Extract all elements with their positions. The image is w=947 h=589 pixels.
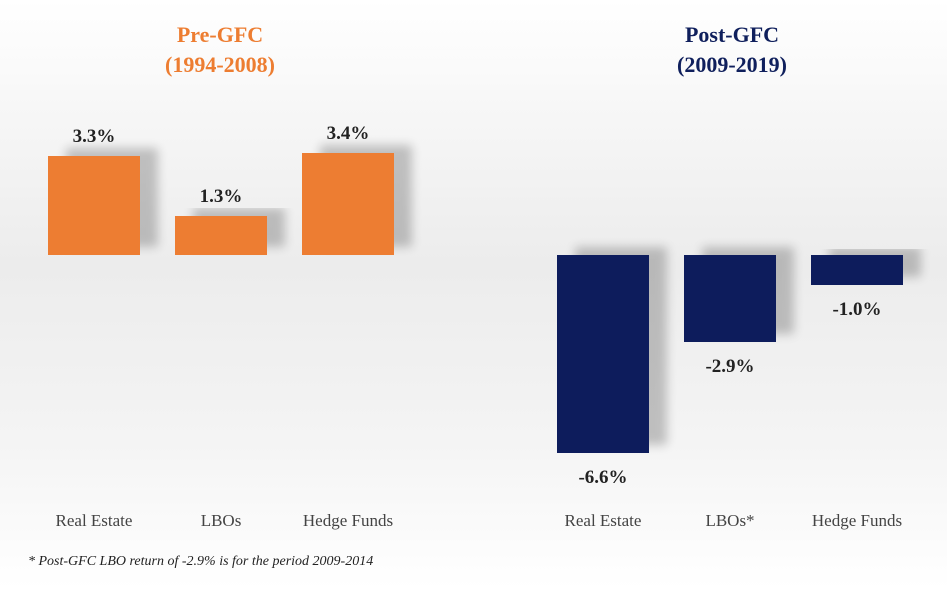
post-gfc-title-line2: (2009-2019): [677, 52, 787, 77]
pre-bar-lbos: [175, 216, 267, 255]
post-bar-hedge-funds: [811, 255, 903, 285]
footnote: * Post-GFC LBO return of -2.9% is for th…: [28, 554, 374, 569]
post-value-label-lbos: -2.9%: [705, 356, 754, 377]
post-gfc-title-line1: Post-GFC: [684, 22, 780, 47]
pre-category-label-hedge-funds: Hedge Funds: [303, 511, 393, 530]
pre-gfc-title-line1: Pre-GFC: [176, 22, 264, 47]
pre-gfc-title-line2: (1994-2008): [165, 52, 275, 77]
pre-category-label-lbos: LBOs: [201, 511, 242, 530]
pre-category-label-real-estate: Real Estate: [56, 511, 133, 530]
post-category-label-lbos: LBOs*: [705, 511, 754, 530]
post-value-label-real-estate: -6.6%: [578, 467, 627, 488]
post-category-label-hedge-funds: Hedge Funds: [812, 511, 902, 530]
pre-value-label-real-estate: 3.3%: [73, 126, 116, 147]
pre-value-label-lbos: 1.3%: [200, 186, 243, 207]
post-category-label-real-estate: Real Estate: [565, 511, 642, 530]
post-gfc-title: Post-GFC (2009-2019): [552, 20, 912, 80]
pre-bar-hedge-funds: [302, 153, 394, 255]
post-bar-lbos: [684, 255, 776, 342]
pre-gfc-title: Pre-GFC (1994-2008): [40, 20, 400, 80]
post-value-label-hedge-funds: -1.0%: [832, 299, 881, 320]
post-bar-real-estate: [557, 255, 649, 453]
pre-value-label-hedge-funds: 3.4%: [327, 123, 370, 144]
pre-bar-real-estate: [48, 156, 140, 255]
